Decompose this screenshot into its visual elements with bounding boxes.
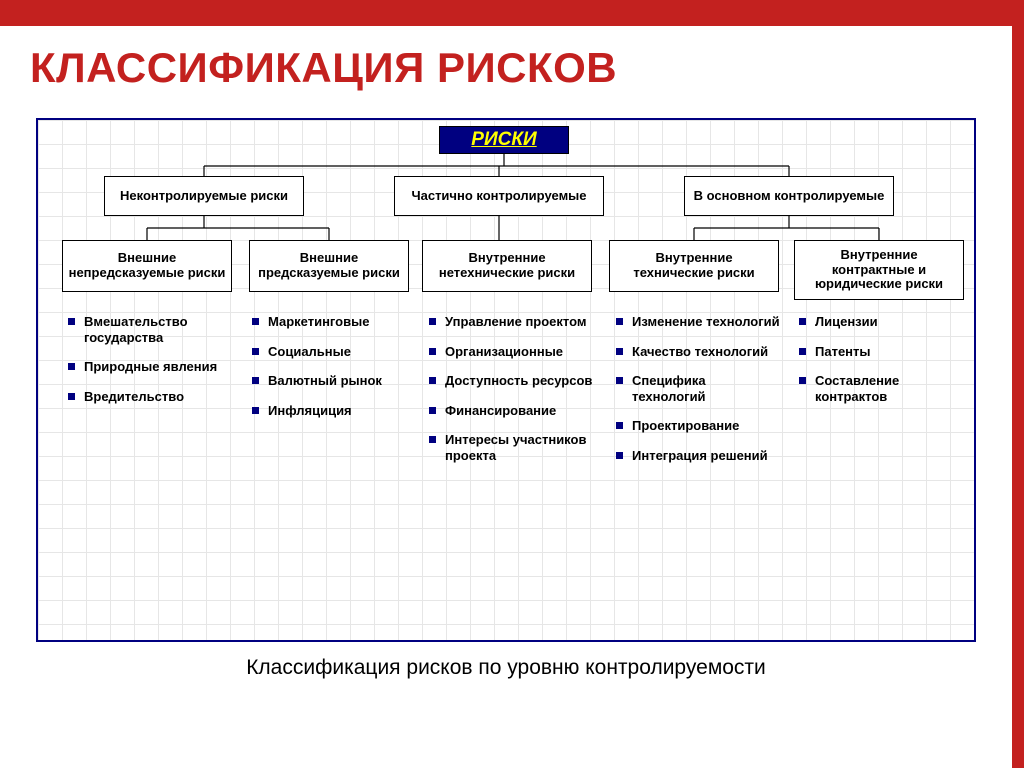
tree-l1-mostly: В основном контролируемые bbox=[684, 176, 894, 216]
list-item: Качество технологий bbox=[616, 344, 781, 360]
slide-title: КЛАССИФИКАЦИЯ РИСКОВ bbox=[30, 44, 982, 92]
list-item: Организационные bbox=[429, 344, 594, 360]
diagram-frame: РИСКИ Неконтролируемые риски Частично конт… bbox=[36, 118, 976, 642]
list-item: Управление проектом bbox=[429, 314, 594, 330]
slide: КЛАССИФИКАЦИЯ РИСКОВ РИСКИ Неконтролируем… bbox=[0, 0, 1024, 768]
tree-l2-int_tech: Внутренние технические риски bbox=[609, 240, 779, 292]
list-item: Вмешательство государства bbox=[68, 314, 233, 345]
list-item: Финансирование bbox=[429, 403, 594, 419]
risk-list-int_nontech: Управление проектом Организационные Доступ… bbox=[429, 314, 594, 478]
list-item: Природные явления bbox=[68, 359, 233, 375]
list-item: Патенты bbox=[799, 344, 964, 360]
list-item: Социальные bbox=[252, 344, 417, 360]
risk-list-ext_unpred: Вмешательство государства Природные явлен… bbox=[68, 314, 233, 418]
risk-list-int_legal: Лицензии Патенты Составление контрактов bbox=[799, 314, 964, 418]
list-item: Инфляциция bbox=[252, 403, 417, 419]
risk-tree-diagram: РИСКИ Неконтролируемые риски Частично конт… bbox=[44, 124, 968, 634]
list-item: Лицензии bbox=[799, 314, 964, 330]
list-item: Вредительство bbox=[68, 389, 233, 405]
tree-l1-partial: Частично контролируемые bbox=[394, 176, 604, 216]
list-item: Валютный рынок bbox=[252, 373, 417, 389]
list-item: Составление контрактов bbox=[799, 373, 964, 404]
tree-l1-uncontrolled: Неконтролируемые риски bbox=[104, 176, 304, 216]
risk-list-int_tech: Изменение технологий Качество технологий С… bbox=[616, 314, 781, 478]
diagram-caption: Классификация рисков по уровню контролир… bbox=[30, 656, 982, 680]
tree-l2-ext_unpred: Внешние непредсказуемые риски bbox=[62, 240, 232, 292]
tree-l2-int_nontech: Внутренние нетехнические риски bbox=[422, 240, 592, 292]
risk-list-ext_pred: Маркетинговые Социальные Валютный рынок Инф… bbox=[252, 314, 417, 432]
list-item: Интересы участников проекта bbox=[429, 432, 594, 463]
tree-l2-ext_pred: Внешние предсказуемые риски bbox=[249, 240, 409, 292]
list-item: Изменение технологий bbox=[616, 314, 781, 330]
list-item: Доступность ресурсов bbox=[429, 373, 594, 389]
list-item: Проектирование bbox=[616, 418, 781, 434]
tree-l2-int_legal: Внутренние контрактные и юридические рис… bbox=[794, 240, 964, 300]
tree-root: РИСКИ bbox=[439, 126, 569, 154]
list-item: Интеграция решений bbox=[616, 448, 781, 464]
list-item: Маркетинговые bbox=[252, 314, 417, 330]
list-item: Специфика технологий bbox=[616, 373, 781, 404]
